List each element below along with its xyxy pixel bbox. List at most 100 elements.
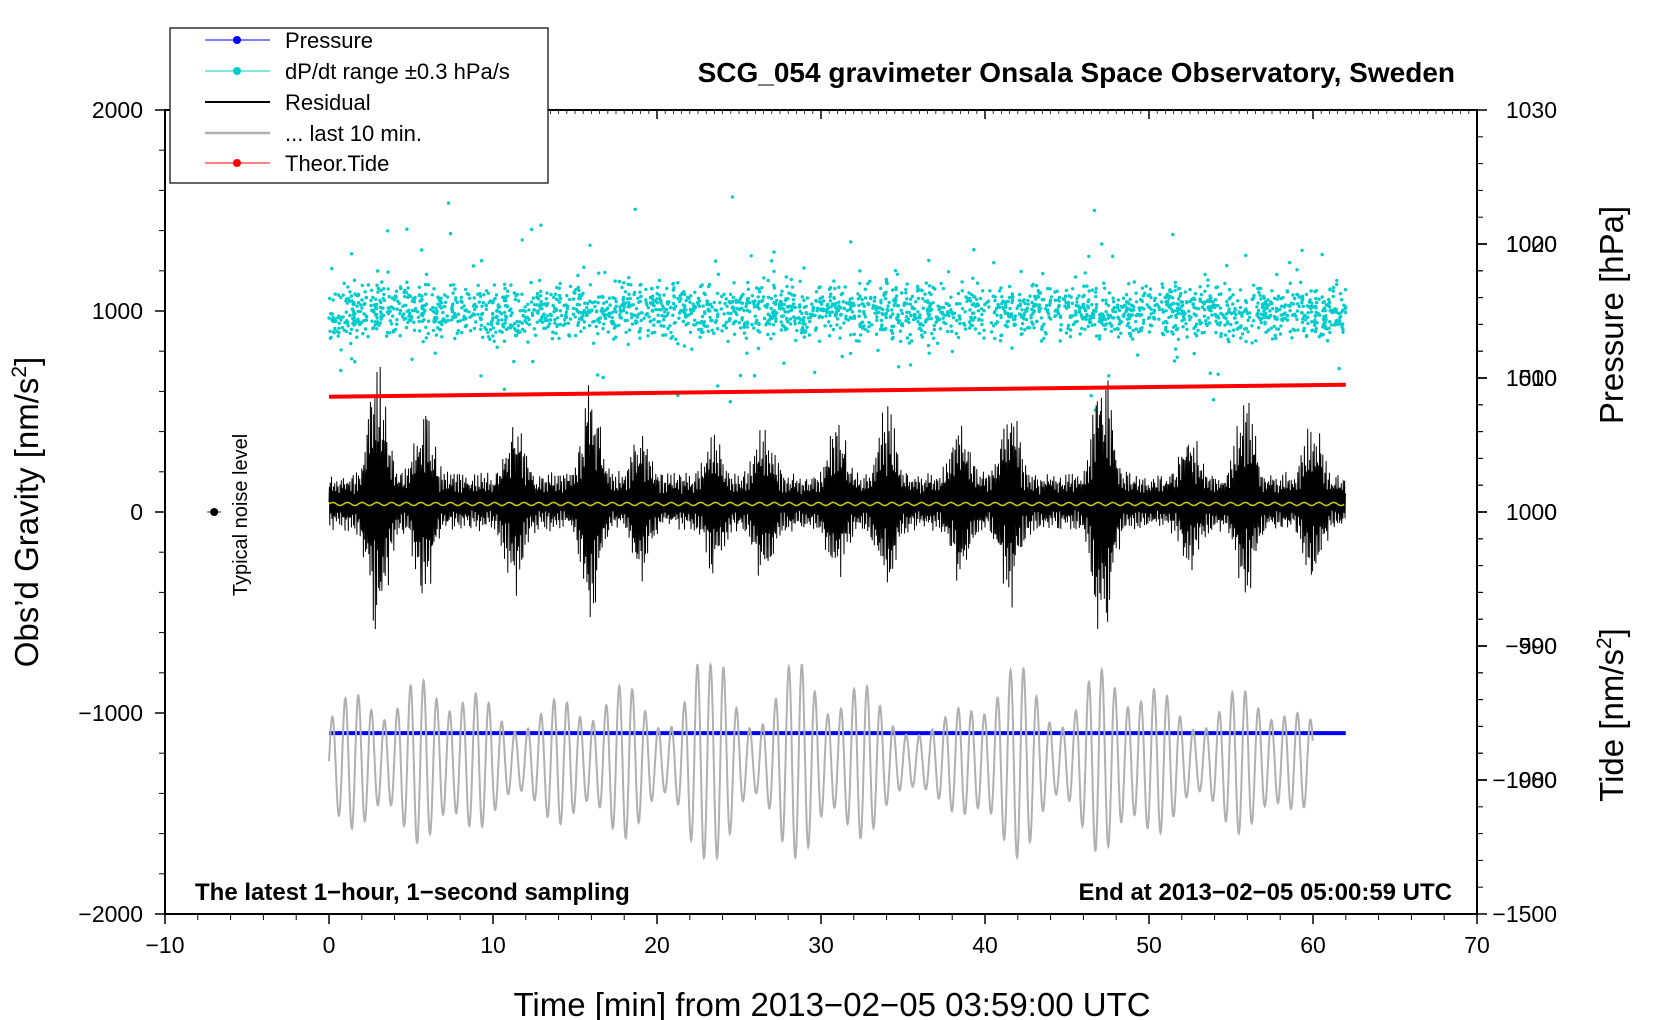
dpdt-point <box>1244 309 1249 313</box>
dpdt-point <box>773 302 778 306</box>
dpdt-point <box>1048 298 1053 302</box>
dpdt-point <box>800 295 804 299</box>
dpdt-point <box>343 321 347 325</box>
dpdt-point <box>775 311 779 315</box>
dpdt-point <box>1272 324 1276 329</box>
dpdt-point <box>378 321 383 325</box>
dpdt-point <box>881 307 885 312</box>
dpdt-point <box>468 315 472 319</box>
dpdt-point <box>1161 332 1166 337</box>
dpdt-point <box>415 310 420 314</box>
dpdt-point <box>877 310 881 314</box>
dpdt-point <box>679 292 684 296</box>
dpdt-point <box>804 304 808 309</box>
dpdt-point <box>677 299 682 304</box>
dpdt-point <box>900 322 904 326</box>
dpdt-point <box>330 318 334 322</box>
dpdt-point <box>1227 297 1232 301</box>
dpdt-point <box>657 293 662 297</box>
dpdt-point <box>757 290 762 294</box>
dpdt-point <box>348 290 352 294</box>
dpdt-point <box>813 370 817 375</box>
dpdt-point <box>451 283 456 287</box>
y-left-tick-label: 1000 <box>92 298 143 324</box>
dpdt-point <box>1087 318 1091 322</box>
dpdt-point <box>356 317 360 321</box>
dpdt-point <box>957 314 961 318</box>
dpdt-point <box>1256 315 1261 319</box>
dpdt-point <box>1322 300 1327 304</box>
dpdt-point <box>1176 311 1180 316</box>
dpdt-point <box>1020 321 1025 326</box>
dpdt-point <box>333 326 337 331</box>
dpdt-point <box>1102 286 1107 290</box>
dpdt-point <box>1269 300 1273 304</box>
dpdt-point <box>1193 331 1197 336</box>
dpdt-point <box>1103 327 1107 331</box>
dpdt-point <box>445 295 450 299</box>
dpdt-point <box>825 304 829 308</box>
dpdt-point <box>1116 315 1120 319</box>
dpdt-point <box>705 302 709 306</box>
dpdt-point <box>1173 280 1178 285</box>
dpdt-point <box>574 307 579 312</box>
dpdt-point <box>726 311 730 315</box>
dpdt-point <box>719 307 723 311</box>
dpdt-point <box>1064 288 1069 293</box>
dpdt-point <box>366 335 370 339</box>
dpdt-point <box>1259 286 1263 291</box>
dpdt-point <box>512 359 516 364</box>
dpdt-point <box>931 301 935 305</box>
dpdt-point <box>505 304 509 308</box>
dpdt-point <box>1331 289 1336 293</box>
dpdt-point <box>553 292 558 296</box>
dpdt-point <box>360 283 364 288</box>
dpdt-point <box>597 316 601 321</box>
dpdt-point <box>1169 314 1173 319</box>
dpdt-point <box>440 335 444 339</box>
y-left-label-sup: 2 <box>8 366 31 378</box>
dpdt-point <box>639 318 643 323</box>
dpdt-point <box>1161 285 1165 290</box>
dpdt-point <box>482 293 486 297</box>
dpdt-point <box>652 323 656 327</box>
tide-label-sup: 2 <box>1593 637 1616 649</box>
dpdt-point <box>800 311 804 316</box>
dpdt-point <box>923 299 927 303</box>
dpdt-point <box>960 306 965 311</box>
dpdt-point <box>1315 321 1319 325</box>
dpdt-point <box>1107 291 1112 295</box>
dpdt-point <box>722 324 726 328</box>
dpdt-point <box>494 315 498 320</box>
dpdt-point <box>1064 300 1068 305</box>
dpdt-point <box>988 289 992 293</box>
dpdt-point <box>971 276 975 280</box>
dpdt-point <box>850 303 854 308</box>
dpdt-point <box>394 289 399 293</box>
dpdt-point <box>696 296 701 300</box>
dpdt-point <box>456 328 460 333</box>
dpdt-point <box>1341 330 1345 334</box>
dpdt-point <box>481 300 485 305</box>
dpdt-point <box>802 298 806 302</box>
dpdt-point <box>915 284 920 289</box>
note-left: The latest 1−hour, 1−second sampling <box>195 879 630 906</box>
dpdt-point <box>502 282 507 287</box>
dpdt-point <box>1086 324 1091 329</box>
dpdt-point <box>532 308 536 312</box>
dpdt-point <box>1033 304 1037 308</box>
dpdt-point <box>353 360 357 364</box>
dpdt-point <box>341 293 345 297</box>
dpdt-point <box>1168 294 1172 299</box>
dpdt-point <box>375 312 379 317</box>
dpdt-point <box>536 295 540 299</box>
dpdt-point <box>880 323 884 327</box>
dpdt-point <box>375 269 380 273</box>
dpdt-point <box>1323 309 1328 313</box>
dpdt-point <box>913 316 918 321</box>
dpdt-point <box>613 297 617 301</box>
dpdt-point <box>1233 306 1237 311</box>
legend: Pressure dP/dt range ±0.3 hPa/s Residual… <box>169 27 549 184</box>
dpdt-point <box>644 287 648 292</box>
dpdt-point <box>866 329 870 333</box>
